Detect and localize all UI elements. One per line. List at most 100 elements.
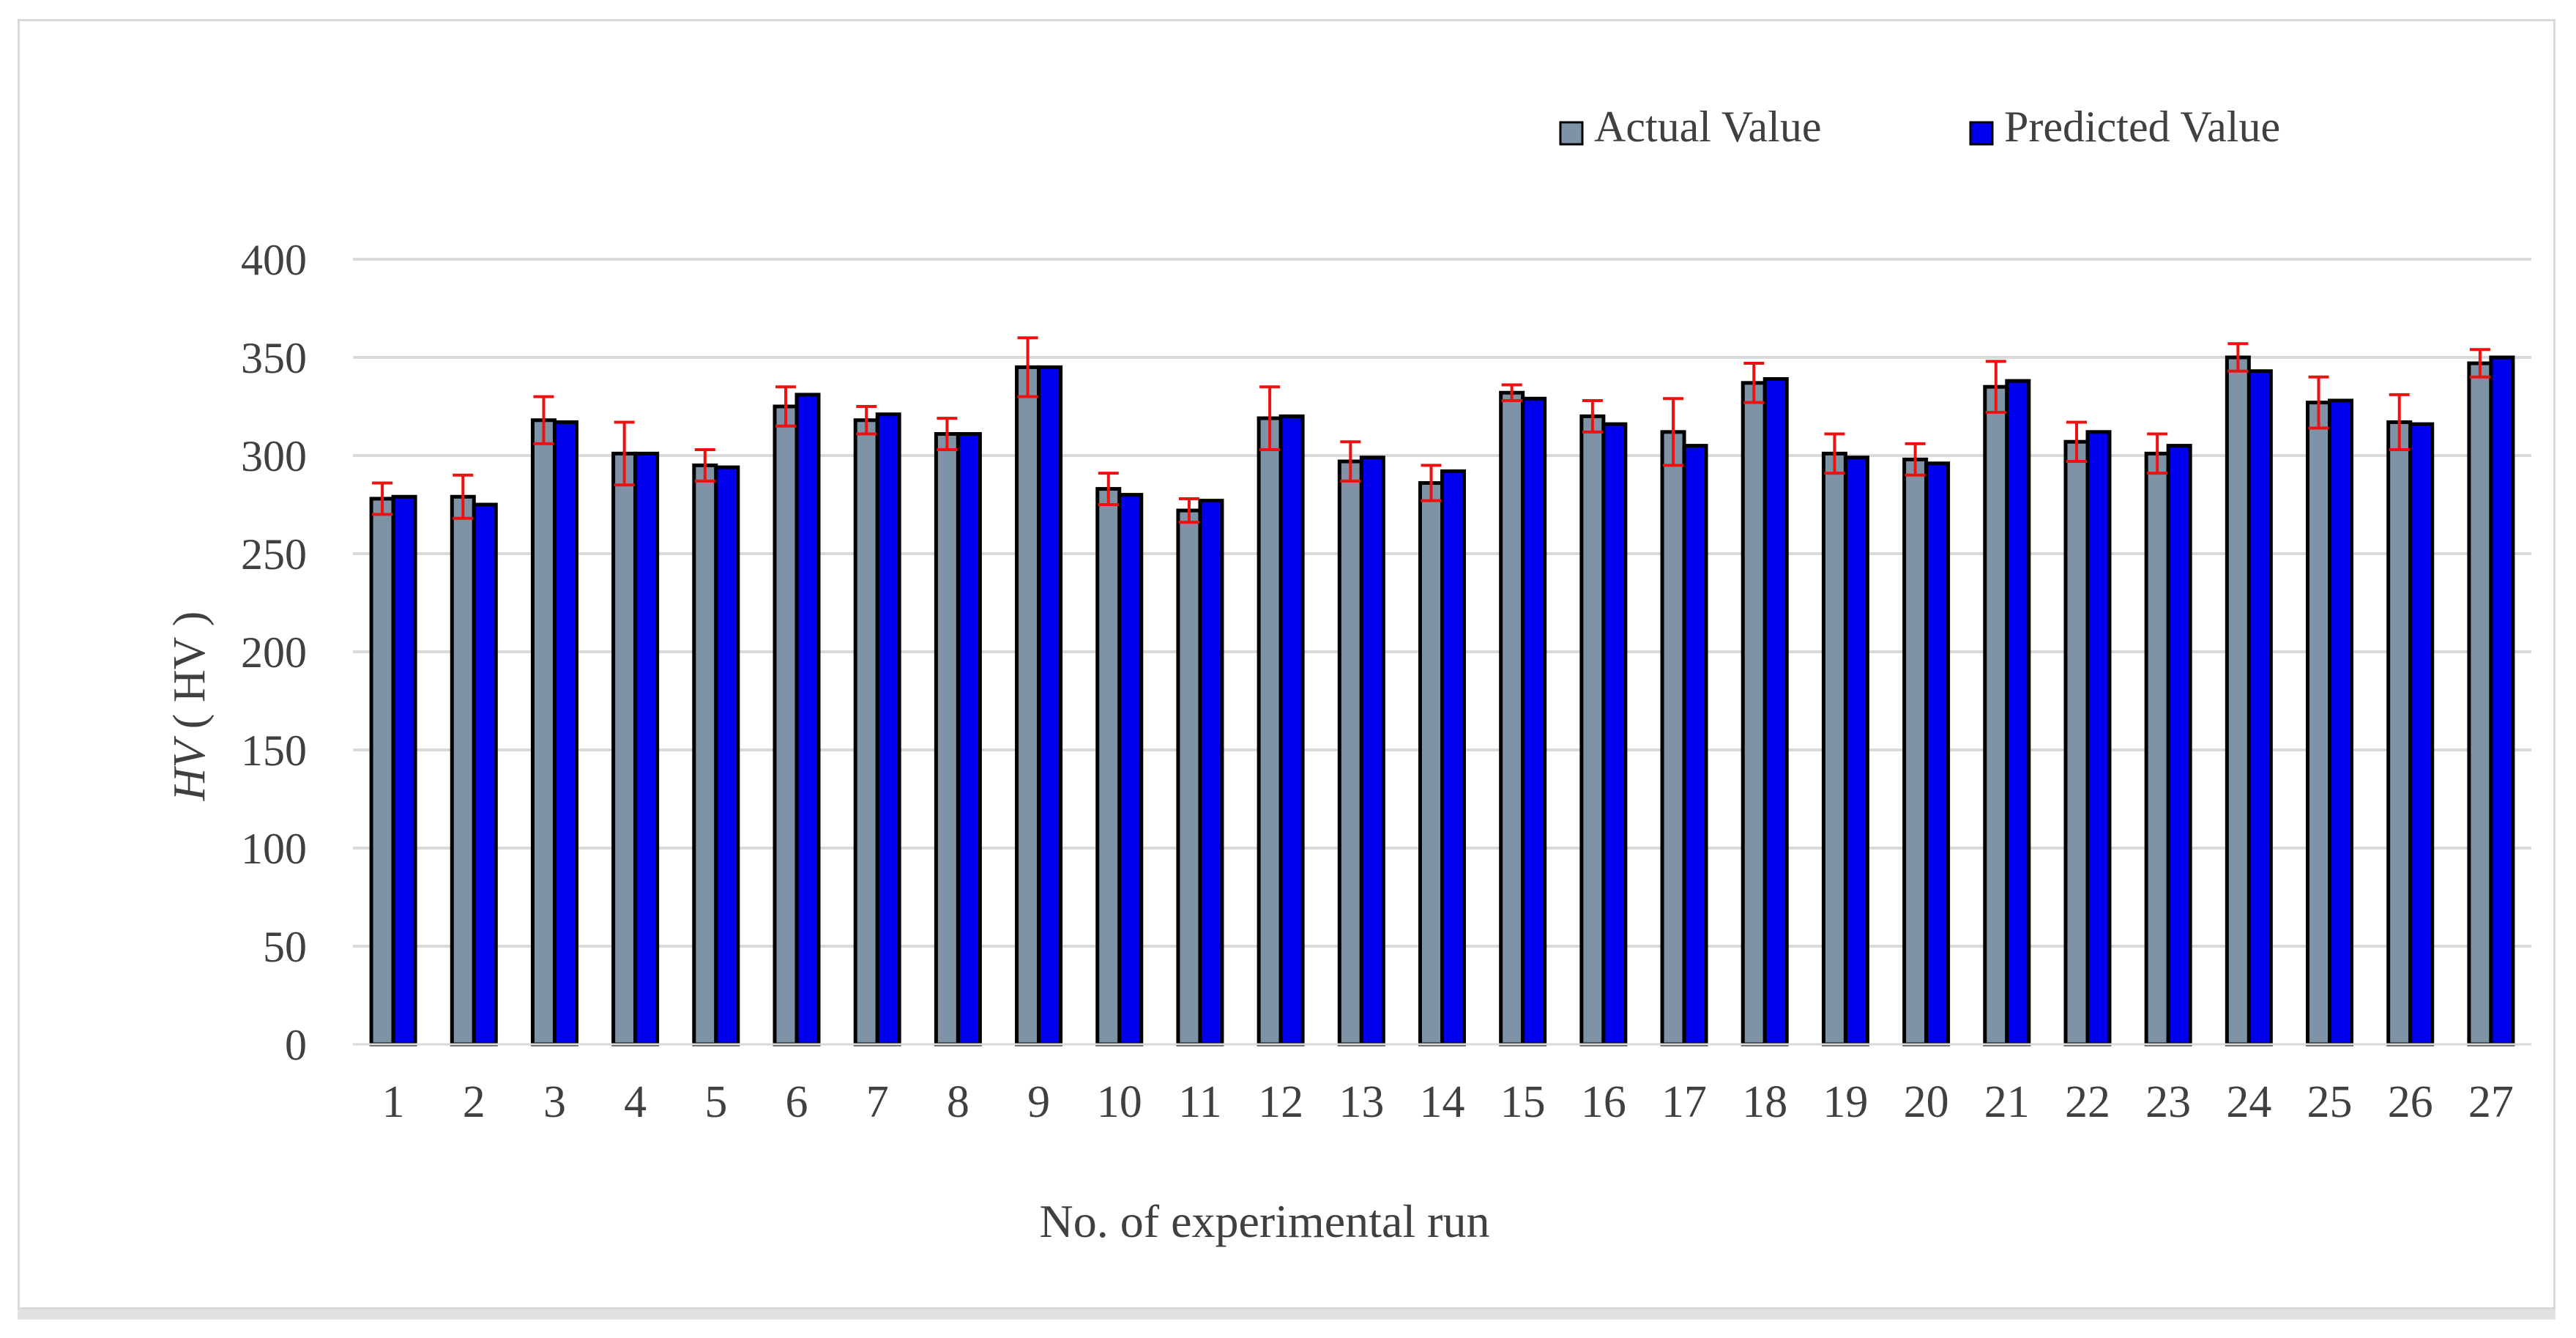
bar-actual-run-1 xyxy=(369,497,395,1047)
x-axis-label: No. of experimental run xyxy=(1040,1195,1490,1247)
bar-predicted-run-26 xyxy=(2408,422,2435,1047)
error-bar-run-8 xyxy=(937,417,958,451)
legend-label-actual: Actual Value xyxy=(1594,103,1821,151)
error-bar-run-4 xyxy=(614,420,635,487)
bar-predicted-run-22 xyxy=(2085,430,2112,1047)
bar-actual-run-19 xyxy=(1821,451,1847,1047)
y-axis-label: HV ( HV ) xyxy=(165,612,215,802)
bar-actual-run-8 xyxy=(934,432,960,1047)
x-tick-label: 5 xyxy=(704,1077,727,1127)
y-tick-label: 0 xyxy=(285,1021,307,1069)
x-tick-label: 12 xyxy=(1258,1077,1303,1127)
bar-predicted-run-15 xyxy=(1521,396,1547,1047)
x-tick-label: 7 xyxy=(866,1077,889,1127)
bar-actual-run-24 xyxy=(2225,355,2251,1047)
legend-swatch-predicted xyxy=(1969,121,1994,146)
x-tick-label: 21 xyxy=(1984,1077,2030,1127)
bar-predicted-run-9 xyxy=(1037,365,1063,1047)
error-bar-run-22 xyxy=(2066,420,2087,464)
x-tick-label: 20 xyxy=(1904,1077,1949,1127)
error-bar-run-25 xyxy=(2308,375,2329,430)
x-tick-label: 8 xyxy=(947,1077,969,1127)
bar-predicted-run-19 xyxy=(1843,456,1869,1047)
error-bar-run-3 xyxy=(533,395,554,445)
bar-actual-run-10 xyxy=(1095,487,1122,1047)
x-tick-label: 25 xyxy=(2307,1077,2353,1127)
error-bar-run-9 xyxy=(1017,336,1038,398)
x-tick-label: 13 xyxy=(1339,1077,1384,1127)
error-bar-run-23 xyxy=(2147,432,2168,475)
bar-actual-run-16 xyxy=(1579,414,1606,1047)
error-bar-run-15 xyxy=(1501,383,1522,402)
hardness-bar-chart: Actual Value Predicted Value 05010015020… xyxy=(165,103,2531,1247)
y-tick-label: 350 xyxy=(241,334,307,382)
bar-predicted-run-3 xyxy=(552,420,578,1047)
bar-actual-run-3 xyxy=(530,418,556,1047)
x-tick-label: 1 xyxy=(382,1077,405,1127)
x-tick-label: 10 xyxy=(1097,1077,1142,1127)
bar-actual-run-5 xyxy=(692,463,718,1047)
error-bar-run-16 xyxy=(1582,398,1603,434)
y-tick-label: 50 xyxy=(263,923,307,971)
error-bar-run-26 xyxy=(2389,393,2410,451)
bar-predicted-run-1 xyxy=(391,494,417,1047)
bar-actual-run-13 xyxy=(1337,459,1363,1047)
bar-predicted-run-16 xyxy=(1601,422,1628,1047)
bar-actual-run-17 xyxy=(1660,430,1686,1047)
bar-predicted-run-17 xyxy=(1682,444,1708,1047)
bar-predicted-run-27 xyxy=(2489,355,2515,1047)
bar-predicted-run-5 xyxy=(714,465,740,1047)
x-tick-label: 16 xyxy=(1581,1077,1626,1127)
x-tick-label: 27 xyxy=(2468,1077,2514,1127)
error-bar-run-27 xyxy=(2469,348,2490,379)
bar-actual-run-14 xyxy=(1418,481,1444,1047)
bar-predicted-run-25 xyxy=(2328,398,2354,1047)
chart-frame-shadow xyxy=(18,1309,2555,1320)
bar-predicted-run-23 xyxy=(2166,444,2192,1047)
error-bar-run-21 xyxy=(1985,360,2006,415)
y-axis-label-symbol: HV xyxy=(165,736,215,802)
bar-predicted-run-14 xyxy=(1440,469,1466,1047)
bar-actual-run-9 xyxy=(1015,365,1041,1047)
bar-actual-run-12 xyxy=(1257,416,1283,1047)
bar-predicted-run-18 xyxy=(1762,376,1789,1047)
error-bar-run-13 xyxy=(1340,440,1361,483)
y-tick-label: 150 xyxy=(241,726,307,775)
bar-predicted-run-12 xyxy=(1278,414,1305,1047)
y-tick-label: 400 xyxy=(241,236,307,284)
bar-actual-run-25 xyxy=(2306,401,2332,1047)
bar-predicted-run-24 xyxy=(2246,369,2273,1047)
error-bar-run-24 xyxy=(2227,342,2249,373)
bar-predicted-run-2 xyxy=(472,502,498,1047)
x-tick-label: 19 xyxy=(1823,1077,1868,1127)
error-bar-run-1 xyxy=(372,481,393,516)
bar-actual-run-27 xyxy=(2467,361,2493,1047)
bar-actual-run-4 xyxy=(611,451,638,1047)
y-tick-label: 200 xyxy=(241,628,307,677)
error-bar-run-2 xyxy=(453,473,474,520)
bar-actual-run-11 xyxy=(1176,508,1202,1047)
bar-predicted-run-20 xyxy=(1924,461,1951,1047)
error-bar-run-12 xyxy=(1259,385,1281,451)
error-bar-run-19 xyxy=(1824,432,1845,475)
bar-actual-run-2 xyxy=(450,494,476,1047)
bar-actual-run-26 xyxy=(2386,420,2413,1047)
error-bar-run-7 xyxy=(856,405,877,436)
bar-predicted-run-11 xyxy=(1198,499,1224,1047)
error-bar-run-18 xyxy=(1743,362,1765,404)
x-tick-label: 11 xyxy=(1178,1077,1222,1127)
bar-predicted-run-10 xyxy=(1117,493,1144,1047)
error-bars xyxy=(372,336,2490,524)
bar-actual-run-18 xyxy=(1741,381,1767,1047)
x-axis-tick-labels: 1 2 3 4 5 6 7 8 9 10 11 12 13 14 15 16 17 18 19 20 21 22 23 24 2… xyxy=(382,1077,2514,1127)
y-axis-tick-labels: 0 50 100 150 200 250 300 350 400 xyxy=(241,236,307,1069)
bar-actual-run-20 xyxy=(1902,457,1929,1047)
error-bar-run-14 xyxy=(1421,464,1442,502)
error-bar-run-17 xyxy=(1663,397,1684,467)
bar-actual-run-15 xyxy=(1499,390,1525,1047)
x-tick-label: 3 xyxy=(543,1077,566,1127)
error-bar-run-11 xyxy=(1178,497,1199,524)
bar-predicted-run-13 xyxy=(1359,456,1385,1047)
bar-actual-run-7 xyxy=(853,418,879,1047)
x-tick-label: 24 xyxy=(2226,1077,2271,1127)
